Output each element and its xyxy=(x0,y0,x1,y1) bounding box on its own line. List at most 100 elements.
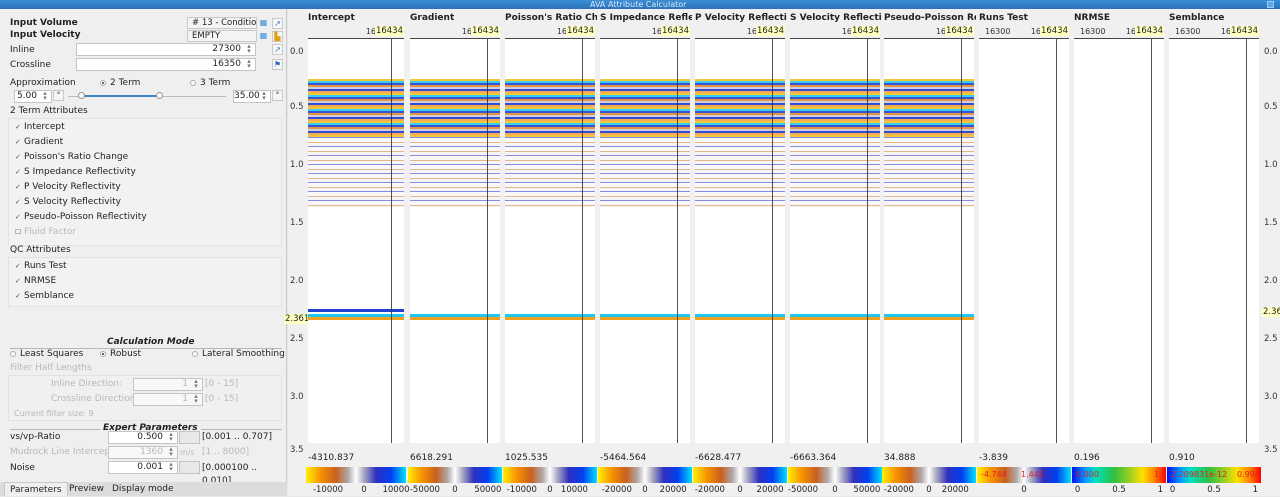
mudrock-intercept-label: Mudrock Line Intercept xyxy=(10,447,114,457)
colorbar[interactable] xyxy=(503,467,597,483)
panel-value: 0.196 xyxy=(1074,453,1100,463)
y-tick: 1.0 xyxy=(290,160,304,170)
y-tick: 3.0 xyxy=(290,392,304,402)
attribute-plots-area: 0.0 0.5 1.0 1.5 2.0 2.5 3.0 3.5 2.361 In… xyxy=(284,9,1280,496)
seismic-image[interactable] xyxy=(410,39,500,443)
crossline-direction-label: Crossline Direction: xyxy=(51,394,139,404)
panel-value: 6618.291 xyxy=(410,453,453,463)
inline-direction-label: Inline Direction: xyxy=(51,379,123,389)
colorbar[interactable]: 0.000 1.0 xyxy=(1072,467,1166,483)
crossline-direction-input[interactable]: 1 ▴ ▾ xyxy=(133,393,203,406)
parameters-panel: Input Volume # 13 - Condition ▦ ↗ Input … xyxy=(0,9,287,496)
seismic-image[interactable] xyxy=(308,39,404,443)
noise-value: 0.001 xyxy=(137,462,163,472)
radio-2-term-indicator[interactable] xyxy=(100,79,106,86)
colorbar[interactable] xyxy=(306,467,406,483)
seismic-image[interactable] xyxy=(600,39,690,443)
crossline-input[interactable]: 16350 ▴ ▾ xyxy=(76,58,256,71)
seismic-image[interactable] xyxy=(695,39,785,443)
crossline-spinner[interactable]: ▴ ▾ xyxy=(247,57,251,70)
seismic-image[interactable] xyxy=(790,39,880,443)
min-angle-input[interactable]: 5.00 ▴ ▾ xyxy=(14,90,52,103)
colorbar[interactable] xyxy=(882,467,976,483)
colorbar[interactable] xyxy=(598,467,692,483)
radio-3-term-indicator[interactable] xyxy=(190,79,196,86)
min-angle-spinner[interactable]: ▴ ▾ xyxy=(43,89,47,102)
y-tick: 0.0 xyxy=(290,47,304,57)
checkbox-s-velocity-reflectivity-label: S Velocity Reflectivity xyxy=(24,197,121,207)
checkbox-intercept[interactable]: ✓ Intercept xyxy=(15,122,65,132)
radio-robust-indicator[interactable] xyxy=(100,350,106,357)
velocity-grid-icon[interactable]: ▦ xyxy=(259,31,268,40)
noise-input[interactable]: 0.001 ▴ ▾ xyxy=(108,461,178,474)
max-angle-input[interactable]: 35.00 ▴ ▾ xyxy=(233,90,271,103)
volume-grid-icon[interactable]: ▦ xyxy=(259,18,268,27)
max-angle-value: 35.00 xyxy=(234,91,260,101)
radio-least-squares[interactable]: Least Squares xyxy=(10,348,83,361)
radio-lateral-smoothing[interactable]: Lateral Smoothing xyxy=(192,348,285,361)
mudrock-unit: m/s xyxy=(180,448,195,457)
checkbox-fluid-factor[interactable]: ☐ Fluid Factor xyxy=(15,227,77,237)
min-angle-unit: ° xyxy=(53,90,64,101)
checkbox-s-impedance-reflectivity[interactable]: ✓ S Impedance Reflectivity xyxy=(15,167,136,177)
input-volume-select[interactable]: # 13 - Condition xyxy=(187,17,257,29)
checkbox-pseudo-poisson-reflectivity[interactable]: ✓ Pseudo-Poisson Reflectivity xyxy=(15,212,147,222)
colorbar[interactable]: 2.209831e-12 0.994 xyxy=(1167,467,1261,483)
checkbox-nrmse[interactable]: ✓ NRMSE xyxy=(15,276,57,286)
runs-test-image[interactable] xyxy=(979,39,1069,443)
two-term-attributes-title: 2 Term Attributes xyxy=(10,106,88,116)
radio-3-term[interactable]: 3 Term xyxy=(190,77,230,90)
tab-parameters[interactable]: Parameters xyxy=(4,482,68,496)
colorbar[interactable] xyxy=(693,467,787,483)
pick-inline-icon[interactable]: ↗ xyxy=(272,44,283,55)
bottom-tabs: Parameters Preview Display mode xyxy=(0,482,287,496)
checkbox-s-velocity-reflectivity[interactable]: ✓ S Velocity Reflectivity xyxy=(15,197,121,207)
mudrock-range: [1 .. 8000] xyxy=(202,447,250,457)
tab-display-mode[interactable]: Display mode xyxy=(112,484,174,494)
panel-title: NRMSE xyxy=(1074,13,1111,23)
input-velocity-label: Input Velocity xyxy=(10,30,81,40)
radio-robust[interactable]: Robust xyxy=(100,348,141,361)
mudrock-intercept-input[interactable]: 1360 ▴ ▾ xyxy=(108,446,178,459)
velocity-file-icon[interactable]: ▙ xyxy=(272,31,283,42)
vsvp-ratio-input[interactable]: 0.500 ▴ ▾ xyxy=(108,431,178,444)
flag-icon[interactable]: ⚑ xyxy=(272,59,283,70)
inline-direction-input[interactable]: 1 ▴ ▾ xyxy=(133,378,203,391)
inline-value: 27300 xyxy=(212,44,241,54)
angle-min-handle[interactable] xyxy=(78,92,85,99)
panel-title: P Velocity Reflectivity xyxy=(695,13,787,23)
inline-input[interactable]: 27300 ▴ ▾ xyxy=(76,43,256,56)
panel-title: Semblance xyxy=(1169,13,1225,23)
panel-s-impedance-reflectivity: S Impedance Reflectivity 16 16434 -5464.… xyxy=(598,13,692,495)
colorbar[interactable]: -4.748 1.445 xyxy=(977,467,1071,483)
max-angle-spinner[interactable]: ▴ ▾ xyxy=(262,89,266,102)
checkbox-semblance[interactable]: ✓ Semblance xyxy=(15,291,74,301)
colorbar[interactable] xyxy=(408,467,502,483)
colorbar[interactable] xyxy=(788,467,882,483)
tab-preview[interactable]: Preview xyxy=(69,484,105,494)
inline-spinner[interactable]: ▴ ▾ xyxy=(247,42,251,55)
noise-aux xyxy=(179,461,200,474)
radio-robust-label: Robust xyxy=(110,349,141,359)
angle-max-handle[interactable] xyxy=(156,92,163,99)
semblance-image[interactable] xyxy=(1169,39,1259,443)
input-velocity-select[interactable]: EMPTY xyxy=(187,30,257,42)
crossline-label: Crossline xyxy=(10,60,51,70)
radio-2-term[interactable]: 2 Term xyxy=(100,77,140,90)
checkbox-p-velocity-reflectivity[interactable]: ✓ P Velocity Reflectivity xyxy=(15,182,121,192)
filter-half-lengths-title: Filter Half Lengths xyxy=(10,363,92,373)
nrmse-image[interactable] xyxy=(1074,39,1164,443)
pick-volume-icon[interactable]: ↗ xyxy=(272,18,283,29)
checkbox-runs-test[interactable]: ✓ Runs Test xyxy=(15,261,67,271)
qc-attributes-title: QC Attributes xyxy=(10,245,71,255)
checkbox-gradient[interactable]: ✓ Gradient xyxy=(15,137,64,147)
window-minimize-button[interactable] xyxy=(1267,1,1274,8)
radio-least-squares-indicator[interactable] xyxy=(10,350,16,357)
seismic-image[interactable] xyxy=(505,39,595,443)
seismic-image[interactable] xyxy=(884,39,974,443)
radio-lateral-smoothing-indicator[interactable] xyxy=(192,350,198,357)
panel-title: S Velocity Reflectivity xyxy=(790,13,882,23)
calculation-mode-title: Calculation Mode xyxy=(104,337,198,348)
panel-title: Pseudo-Poisson Reflectivity xyxy=(884,13,976,23)
checkbox-poissons-ratio-change[interactable]: ✓ Poisson's Ratio Change xyxy=(15,152,129,162)
